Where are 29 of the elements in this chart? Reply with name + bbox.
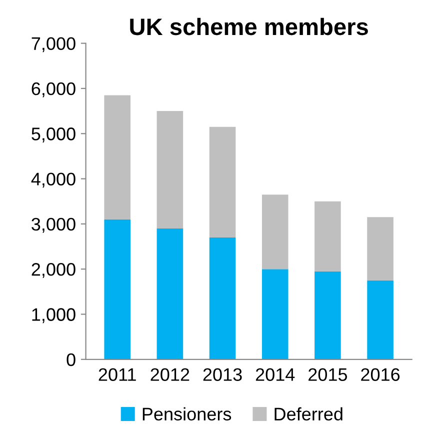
- legend-label: Pensioners: [142, 407, 232, 421]
- x-tick-label: 2016: [361, 368, 400, 381]
- y-tick-label: 7,000: [32, 37, 76, 52]
- y-tick-label: 6,000: [32, 82, 76, 98]
- bar: [367, 280, 394, 360]
- bar: [367, 217, 394, 280]
- x-tick-label: 2014: [256, 368, 295, 381]
- bar: [104, 219, 130, 360]
- x-tick-label: 2013: [203, 368, 242, 381]
- y-tick-label: 3,000: [32, 218, 76, 233]
- bar: [209, 237, 236, 360]
- bar: [262, 269, 288, 360]
- bar: [314, 271, 341, 360]
- bar: [104, 95, 130, 220]
- legend-label: Deferred: [274, 407, 342, 421]
- x-tick-label: 2011: [98, 368, 136, 381]
- x-tick-label: 2012: [150, 368, 190, 381]
- bar: [314, 201, 341, 272]
- chart-title: UK scheme members: [130, 18, 368, 36]
- y-tick-label: 5,000: [32, 128, 76, 142]
- bar: [262, 194, 288, 270]
- y-tick-label: 4,000: [31, 172, 76, 188]
- bar: [209, 126, 236, 238]
- bar: [156, 111, 184, 228]
- y-tick-label: 2,000: [32, 263, 76, 278]
- x-tick-label: 2015: [308, 368, 348, 381]
- y-tick-label: 0: [66, 353, 76, 366]
- bar: [156, 228, 184, 360]
- y-tick-label: 1,000: [32, 308, 76, 324]
